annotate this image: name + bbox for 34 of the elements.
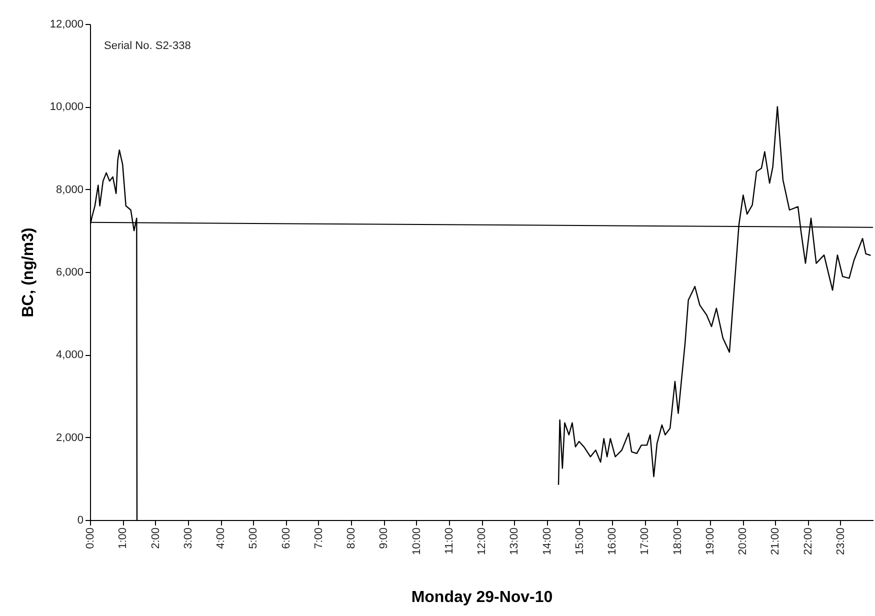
x-tick-label: 5:00 [248, 528, 260, 549]
x-tick-label: 16:00 [606, 528, 618, 556]
x-tick-label: 1:00 [117, 528, 130, 549]
x-tick-label: 23:00 [834, 528, 847, 556]
x-tick-label: 11:00 [443, 528, 456, 554]
y-tick-label: 0 [77, 514, 84, 526]
annotation: Serial No. S2-338 [104, 40, 191, 52]
x-tick-label: 10:00 [410, 528, 423, 556]
x-tick-label: 9:00 [378, 528, 390, 549]
x-tick-label: 3:00 [182, 528, 194, 549]
x-tick-label: 13:00 [508, 528, 521, 556]
x-tick-label: 4:00 [215, 528, 227, 549]
x-tick-label: 7:00 [312, 528, 325, 549]
y-axis-title: BC, (ng/m3) [20, 228, 37, 318]
x-tick-label: 21:00 [770, 528, 782, 556]
x-tick-label: 6:00 [280, 528, 292, 549]
x-tick-label: 8:00 [346, 528, 358, 549]
x-tick-label: 12:00 [476, 528, 488, 556]
y-tick-label: 2,000 [56, 432, 84, 444]
x-tick-label: 22:00 [802, 528, 814, 556]
x-tick-label: 0:00 [84, 528, 96, 549]
y-tick-label: 4,000 [56, 349, 84, 362]
x-tick-label: 2:00 [150, 528, 162, 549]
x-tick-label: 17:00 [639, 528, 652, 556]
x-axis-title: Monday 29-Nov-10 [411, 589, 553, 606]
x-tick-label: 14:00 [541, 528, 554, 556]
x-tick-label: 19:00 [704, 528, 716, 556]
x-tick-label: 20:00 [737, 528, 749, 556]
x-tick-label: 18:00 [672, 528, 684, 556]
x-tick-label: 15:00 [574, 528, 586, 556]
y-tick-label: 12,000 [50, 18, 84, 30]
y-tick-label: 6,000 [56, 266, 84, 278]
y-tick-label: 10,000 [50, 101, 84, 114]
y-tick-label: 8,000 [56, 184, 84, 196]
